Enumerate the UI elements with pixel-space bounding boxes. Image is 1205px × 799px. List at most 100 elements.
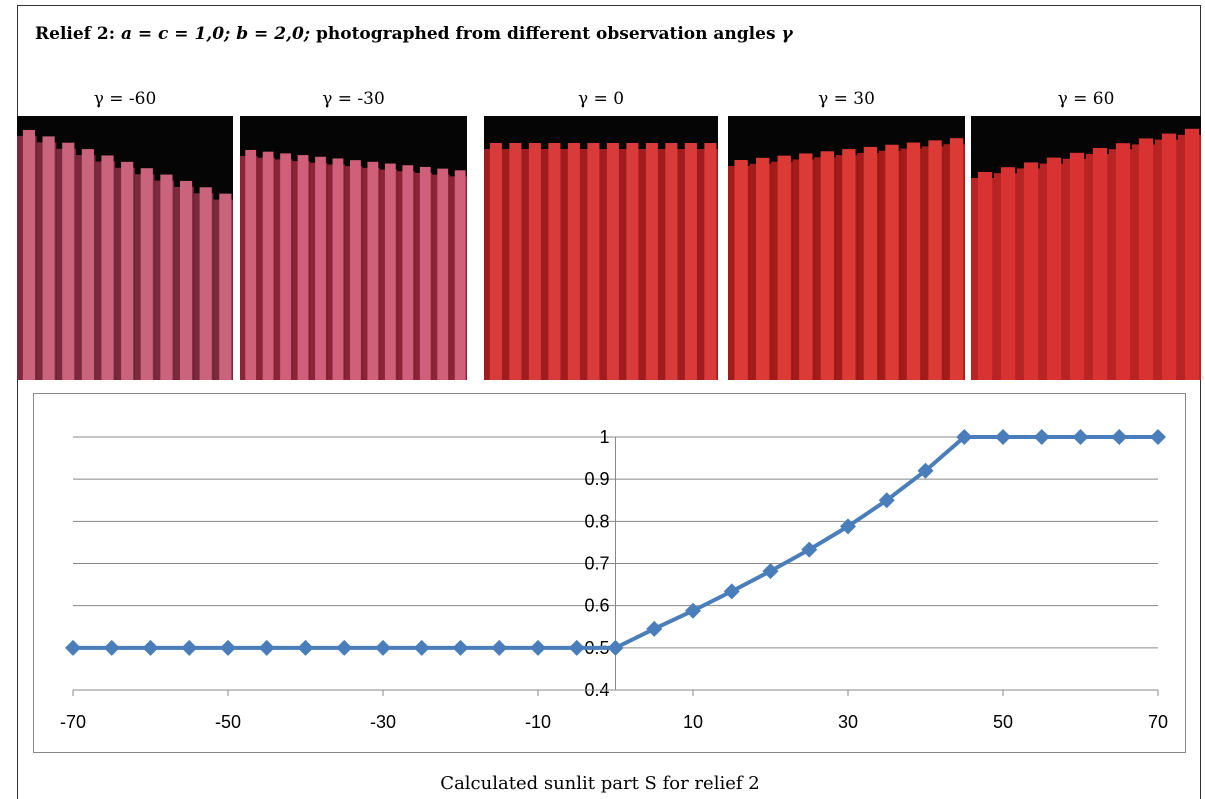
photo — [17, 116, 233, 380]
photo — [240, 116, 467, 380]
photo-stripe — [315, 156, 326, 380]
marker — [220, 639, 236, 656]
photo-stripe — [665, 143, 678, 380]
marker — [607, 639, 624, 656]
photo-stripe — [140, 168, 153, 380]
y-tick-label: 0.8 — [584, 511, 609, 531]
marker — [801, 541, 818, 558]
photo-label: γ = -30 — [322, 89, 385, 109]
marker — [685, 602, 701, 619]
photo-stripe — [199, 187, 212, 380]
photo-stripe — [1069, 152, 1085, 380]
x-tick-label: 70 — [1148, 712, 1168, 732]
photo-stripe — [121, 161, 134, 380]
marker — [956, 429, 973, 445]
title-part: γ — [781, 24, 793, 44]
photo-stripe — [645, 143, 658, 380]
title-part: photographed from different observation … — [310, 24, 782, 44]
photo-stripe — [1023, 162, 1039, 380]
marker — [65, 639, 81, 656]
marker — [103, 639, 120, 656]
photo-label: γ = 60 — [1058, 89, 1115, 109]
photo-label: γ = -60 — [94, 89, 157, 109]
photo-stripe — [42, 136, 55, 380]
photo-stripe — [606, 143, 619, 380]
x-tick-label: -50 — [215, 712, 241, 732]
photo-stripe — [437, 168, 449, 380]
photo-stripe — [262, 151, 274, 380]
photo-stripe — [454, 170, 466, 380]
photo-stripe — [332, 158, 344, 380]
x-tick-label: -30 — [370, 712, 396, 732]
marker — [452, 639, 469, 656]
photo-label: γ = 0 — [578, 89, 624, 109]
x-tick-label: 10 — [683, 712, 703, 732]
photo-stripe — [62, 142, 75, 380]
title-part: a = c = 1,0; b = 2,0; — [120, 24, 311, 44]
marker — [336, 639, 353, 656]
marker — [995, 429, 1011, 445]
marker — [375, 639, 391, 656]
title: Relief 2: a = c = 1,0; b = 2,0; photogra… — [35, 24, 793, 44]
photo-stripe — [906, 142, 921, 380]
photo-stripe — [219, 193, 232, 380]
photo-stripe — [777, 155, 791, 380]
caption: Calculated sunlit part S for relief 2 — [440, 773, 759, 794]
photo-stripe — [367, 161, 379, 380]
marker — [297, 639, 314, 656]
photo-stripe — [280, 153, 291, 380]
photo-stripe — [419, 166, 431, 380]
x-tick-label: 50 — [993, 712, 1013, 732]
photo — [971, 116, 1201, 380]
photo-stripe — [101, 155, 114, 380]
photo-stripe — [509, 143, 522, 380]
photo-stripe — [489, 143, 502, 380]
marker — [1111, 429, 1128, 445]
marker — [258, 639, 275, 656]
marker — [646, 620, 663, 637]
marker — [1072, 429, 1089, 445]
photo-stripe — [1138, 138, 1154, 380]
photo-stripe — [548, 143, 561, 380]
photo — [484, 116, 718, 380]
photo-stripe — [928, 140, 942, 380]
marker — [142, 639, 159, 656]
marker — [491, 639, 508, 656]
marker — [762, 563, 779, 580]
marker — [840, 518, 856, 535]
photo-stripe — [528, 143, 541, 380]
photo-stripe — [756, 157, 770, 380]
y-tick-label: 1 — [599, 427, 609, 447]
photo-stripe — [820, 151, 835, 380]
photo-stripe — [949, 138, 964, 380]
photo-stripe — [245, 150, 257, 380]
x-tick-label: -10 — [525, 712, 551, 732]
photo-stripe — [384, 163, 396, 380]
x-tick-label: 30 — [838, 712, 858, 732]
photo-stripe — [684, 143, 697, 380]
chart-frame — [33, 393, 1186, 753]
photo-stripe — [1184, 128, 1200, 380]
photo-stripe — [734, 160, 748, 380]
photo-stripe — [885, 144, 899, 380]
marker — [1150, 429, 1166, 445]
y-tick-label: 0.9 — [584, 469, 609, 489]
photo-stripe — [1046, 157, 1062, 380]
photo-stripe — [1092, 148, 1108, 380]
photo — [728, 116, 965, 380]
figure-frame — [17, 5, 1201, 799]
y-tick-label: 0.6 — [584, 596, 609, 616]
y-tick-label: 0.7 — [584, 554, 609, 574]
x-tick-label: -70 — [60, 712, 86, 732]
photo-stripe — [350, 160, 361, 380]
photo-stripe — [81, 149, 94, 380]
marker — [723, 583, 740, 600]
photo-stripe — [297, 155, 309, 380]
marker — [1033, 429, 1050, 445]
marker — [413, 639, 430, 656]
photo-stripe — [179, 180, 193, 380]
photo-stripe — [160, 174, 173, 380]
photo-stripe — [402, 165, 414, 380]
